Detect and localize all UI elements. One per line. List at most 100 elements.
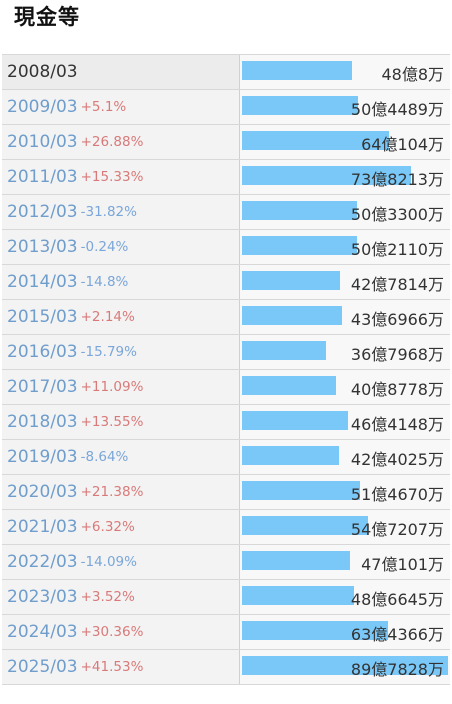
table-row: 2010/03 +26.88% 64億104万 [2, 125, 450, 160]
bar-cell: 89億7828万 [240, 650, 450, 684]
period-cell: 2024/03 +30.36% [2, 615, 240, 649]
value-bar [242, 131, 389, 150]
amount-value: 50億4489万 [350, 99, 444, 119]
table-row: 2024/03 +30.36% 63億4366万 [2, 615, 450, 650]
period-label: 2019/03 [7, 447, 78, 467]
value-bar [242, 656, 448, 675]
value-bar [242, 236, 357, 255]
change-percent: +26.88% [80, 134, 144, 150]
change-percent: -14.8% [80, 274, 129, 290]
table-row: 2022/03 -14.09% 47億101万 [2, 545, 450, 580]
amount-value: 64億104万 [361, 134, 444, 154]
period-label: 2024/03 [7, 622, 78, 642]
value-bar [242, 341, 326, 360]
value-bar [242, 446, 339, 465]
period-label: 2023/03 [7, 587, 78, 607]
amount-value: 51億4670万 [350, 484, 444, 504]
change-percent: -15.79% [80, 344, 137, 360]
period-label: 2010/03 [7, 132, 78, 152]
period-cell: 2023/03 +3.52% [2, 580, 240, 614]
value-bar [242, 551, 350, 570]
period-cell: 2018/03 +13.55% [2, 405, 240, 439]
page-title: 現金等 [14, 5, 80, 29]
period-cell: 2009/03 +5.1% [2, 90, 240, 124]
period-label: 2012/03 [7, 202, 78, 222]
change-percent: +21.38% [80, 484, 144, 500]
period-label: 2018/03 [7, 412, 78, 432]
amount-value: 54億7207万 [350, 519, 444, 539]
period-label: 2021/03 [7, 517, 78, 537]
value-bar [242, 201, 357, 220]
change-percent: +3.52% [80, 589, 135, 605]
period-cell: 2020/03 +21.38% [2, 475, 240, 509]
amount-value: 47億101万 [361, 554, 444, 574]
period-label: 2015/03 [7, 307, 78, 327]
bar-cell: 40億8778万 [240, 370, 450, 404]
table-row: 2011/03 +15.33% 73億8213万 [2, 160, 450, 195]
period-cell: 2025/03 +41.53% [2, 650, 240, 684]
amount-value: 63億4366万 [350, 624, 444, 644]
period-cell: 2016/03 -15.79% [2, 335, 240, 369]
bar-cell: 43億6966万 [240, 300, 450, 334]
amount-value: 42億7814万 [350, 274, 444, 294]
change-percent: +2.14% [80, 309, 135, 325]
amount-value: 48億6645万 [350, 589, 444, 609]
bar-cell: 54億7207万 [240, 510, 450, 544]
value-bar [242, 586, 354, 605]
bar-cell: 36億7968万 [240, 335, 450, 369]
period-cell: 2010/03 +26.88% [2, 125, 240, 159]
period-cell: 2011/03 +15.33% [2, 160, 240, 194]
amount-value: 48億8万 [381, 64, 444, 84]
table-row: 2017/03 +11.09% 40億8778万 [2, 370, 450, 405]
period-cell: 2015/03 +2.14% [2, 300, 240, 334]
change-percent: +15.33% [80, 169, 144, 185]
change-percent: -8.64% [80, 449, 129, 465]
value-bar [242, 61, 352, 80]
bar-cell: 50億4489万 [240, 90, 450, 124]
bar-cell: 42億7814万 [240, 265, 450, 299]
amount-value: 36億7968万 [350, 344, 444, 364]
change-percent: +6.32% [80, 519, 135, 535]
amount-value: 73億8213万 [350, 169, 444, 189]
table-row: 2012/03 -31.82% 50億3300万 [2, 195, 450, 230]
period-label: 2020/03 [7, 482, 78, 502]
table-row: 2015/03 +2.14% 43億6966万 [2, 300, 450, 335]
amount-value: 50億3300万 [350, 204, 444, 224]
bar-cell: 63億4366万 [240, 615, 450, 649]
bar-cell: 47億101万 [240, 545, 450, 579]
change-percent: -0.24% [80, 239, 129, 255]
bar-cell: 48億8万 [240, 55, 450, 89]
bar-cell: 64億104万 [240, 125, 450, 159]
change-percent: +13.55% [80, 414, 144, 430]
period-cell: 2021/03 +6.32% [2, 510, 240, 544]
amount-value: 40億8778万 [350, 379, 444, 399]
table-row: 2021/03 +6.32% 54億7207万 [2, 510, 450, 545]
period-cell: 2017/03 +11.09% [2, 370, 240, 404]
period-label: 2009/03 [7, 97, 78, 117]
table-row: 2013/03 -0.24% 50億2110万 [2, 230, 450, 265]
amount-value: 43億6966万 [350, 309, 444, 329]
table-row: 2009/03 +5.1% 50億4489万 [2, 90, 450, 125]
value-bar [242, 411, 348, 430]
cash-history-table: 2008/03 48億8万 2009/03 +5.1% 50億4489万 2010/03 +… [2, 54, 450, 685]
bar-cell: 51億4670万 [240, 475, 450, 509]
change-percent: +11.09% [80, 379, 144, 395]
bar-cell: 46億4148万 [240, 405, 450, 439]
bar-cell: 73億8213万 [240, 160, 450, 194]
change-percent: +41.53% [80, 659, 144, 675]
amount-value: 46億4148万 [350, 414, 444, 434]
table-row: 2023/03 +3.52% 48億6645万 [2, 580, 450, 615]
table-row: 2018/03 +13.55% 46億4148万 [2, 405, 450, 440]
period-cell: 2013/03 -0.24% [2, 230, 240, 264]
bar-cell: 50億3300万 [240, 195, 450, 229]
value-bar [242, 306, 342, 325]
amount-value: 50億2110万 [350, 239, 444, 259]
table-row: 2020/03 +21.38% 51億4670万 [2, 475, 450, 510]
change-percent: +5.1% [80, 99, 127, 115]
period-label: 2014/03 [7, 272, 78, 292]
bar-cell: 42億4025万 [240, 440, 450, 474]
period-label: 2022/03 [7, 552, 78, 572]
amount-value: 89億7828万 [350, 659, 444, 679]
bar-cell: 50億2110万 [240, 230, 450, 264]
period-cell: 2012/03 -31.82% [2, 195, 240, 229]
